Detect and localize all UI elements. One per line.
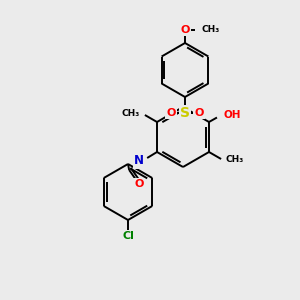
Text: CH₃: CH₃ — [225, 155, 243, 164]
Text: O: O — [134, 179, 144, 189]
Text: S: S — [180, 106, 190, 120]
Text: CH₃: CH₃ — [122, 110, 140, 118]
Text: CH₃: CH₃ — [202, 26, 220, 34]
Text: N: N — [134, 154, 144, 167]
Text: OH: OH — [224, 110, 242, 119]
Text: O: O — [194, 108, 204, 118]
Text: O: O — [166, 108, 176, 118]
Text: H: H — [136, 152, 144, 161]
Text: Cl: Cl — [122, 231, 134, 241]
Text: O: O — [180, 25, 190, 35]
